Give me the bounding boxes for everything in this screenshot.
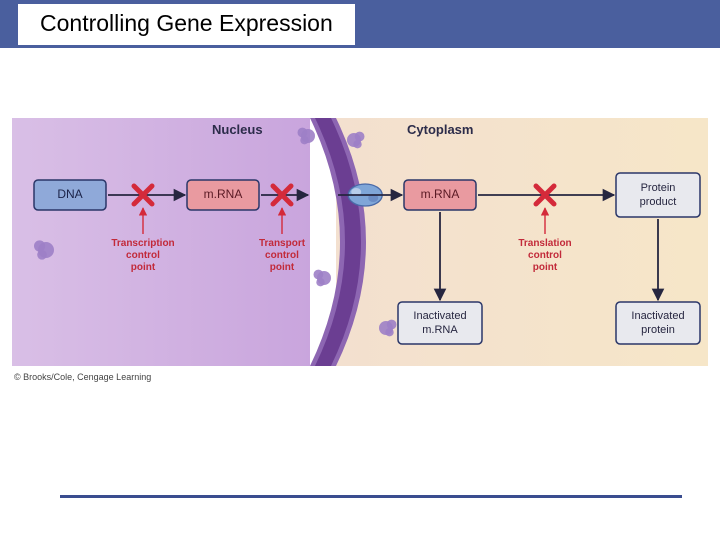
svg-text:control: control bbox=[126, 250, 160, 261]
svg-text:Transcription: Transcription bbox=[111, 238, 174, 249]
svg-text:Translation: Translation bbox=[518, 238, 571, 249]
node-protein: Protein product bbox=[616, 173, 700, 217]
title-bar: Controlling Gene Expression bbox=[0, 0, 720, 48]
node-inact-prot: Inactivated protein bbox=[616, 302, 700, 344]
svg-text:point: point bbox=[270, 262, 295, 273]
node-mrna-nuc: m.RNA bbox=[187, 180, 259, 210]
svg-text:point: point bbox=[533, 262, 558, 273]
node-dna: DNA bbox=[34, 180, 106, 210]
svg-text:m.RNA: m.RNA bbox=[422, 324, 458, 336]
gene-expression-diagram: Nucleus Cytoplasm DNA m.RNA m.RNA Protein prod… bbox=[12, 118, 708, 366]
svg-text:Transport: Transport bbox=[259, 238, 306, 249]
svg-text:Inactivated: Inactivated bbox=[413, 310, 466, 322]
svg-text:DNA: DNA bbox=[57, 187, 82, 201]
svg-text:protein: protein bbox=[641, 324, 675, 336]
svg-text:m.RNA: m.RNA bbox=[204, 187, 243, 201]
diagram-svg: Nucleus Cytoplasm DNA m.RNA m.RNA Protein prod… bbox=[12, 118, 708, 366]
node-inact-mrna: Inactivated m.RNA bbox=[398, 302, 482, 344]
svg-text:Inactivated: Inactivated bbox=[631, 310, 684, 322]
svg-text:control: control bbox=[265, 250, 299, 261]
page-title: Controlling Gene Expression bbox=[18, 4, 355, 45]
svg-text:m.RNA: m.RNA bbox=[421, 187, 460, 201]
region-label-cytoplasm: Cytoplasm bbox=[407, 122, 473, 137]
copyright-text: © Brooks/Cole, Cengage Learning bbox=[14, 372, 151, 382]
region-label-nucleus: Nucleus bbox=[212, 122, 263, 137]
svg-text:point: point bbox=[131, 262, 156, 273]
svg-text:control: control bbox=[528, 250, 562, 261]
node-mrna-cyt: m.RNA bbox=[404, 180, 476, 210]
svg-text:product: product bbox=[640, 196, 677, 208]
footer-rule bbox=[60, 495, 682, 498]
svg-text:Protein: Protein bbox=[641, 182, 676, 194]
